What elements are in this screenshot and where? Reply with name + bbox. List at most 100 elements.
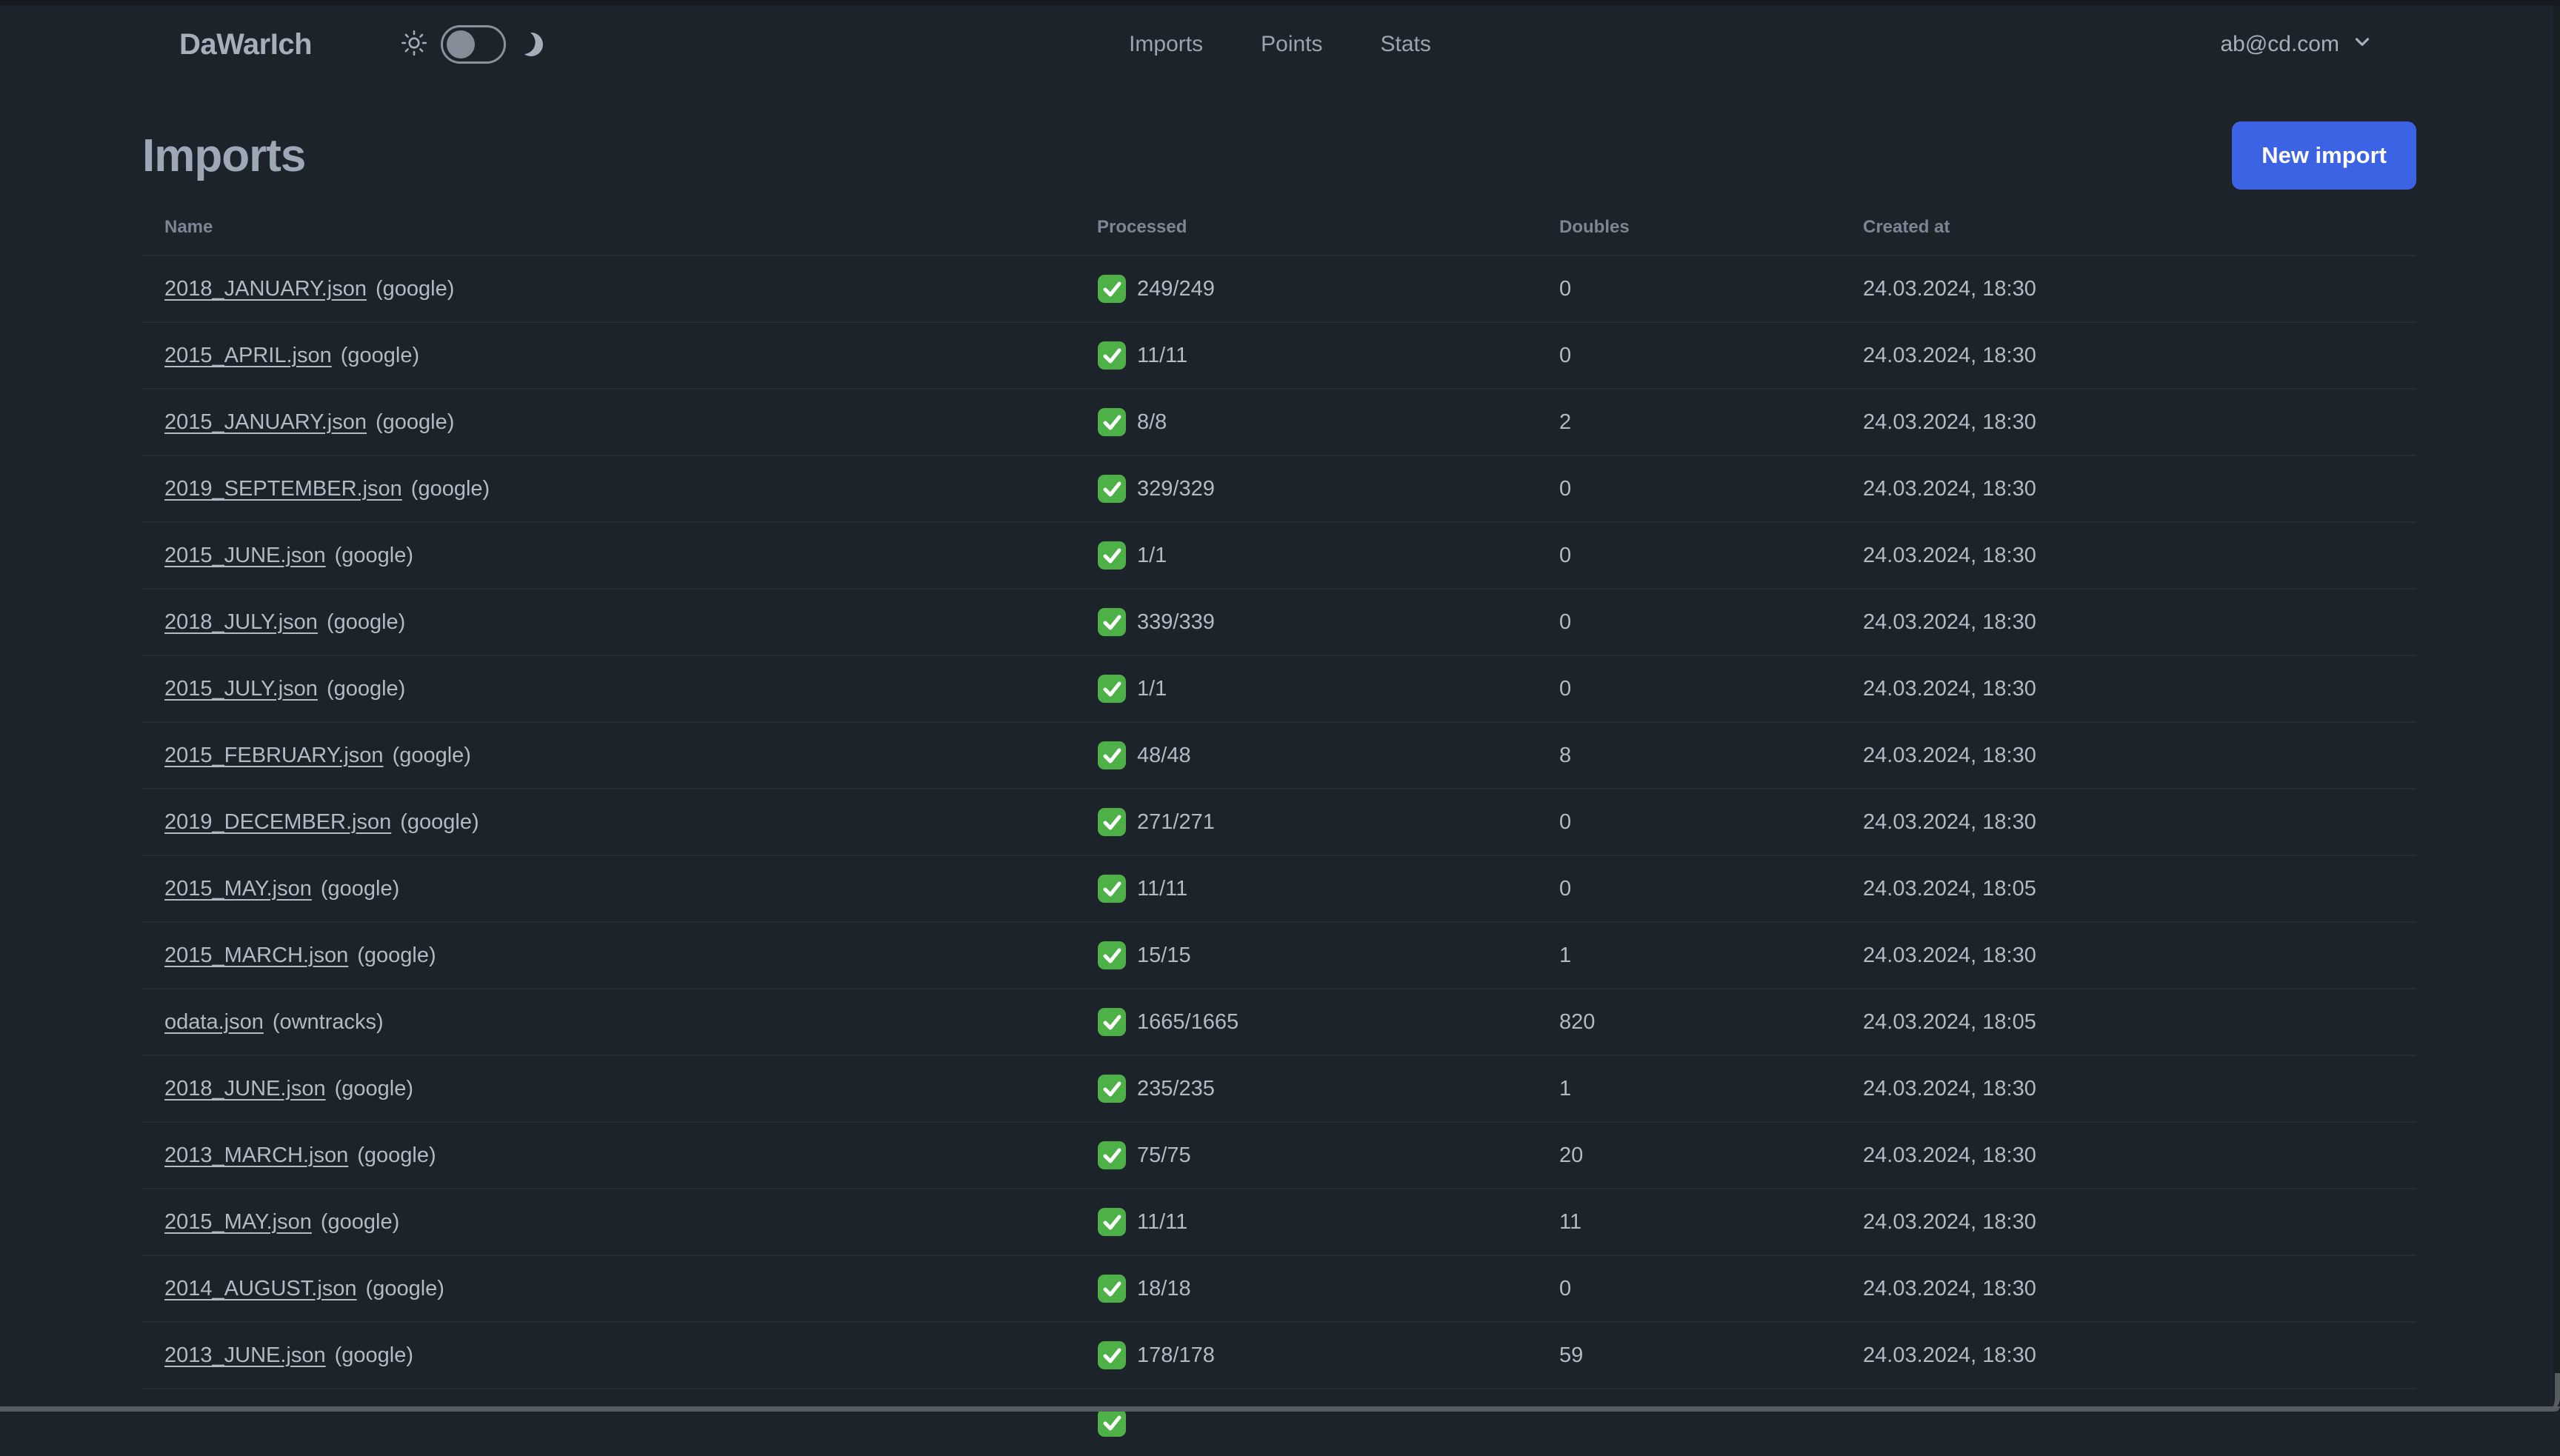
import-file-link[interactable]: 2015_MARCH.json bbox=[164, 943, 349, 967]
success-check-icon bbox=[1098, 275, 1126, 303]
created-at-cell: 24.03.2024, 18:05 bbox=[1863, 876, 2036, 901]
created-at-cell: 24.03.2024, 18:30 bbox=[1863, 1276, 2036, 1300]
import-file-link[interactable]: odata.json bbox=[164, 1009, 264, 1034]
imports-table: Name Processed Doubles Created at 2018_J… bbox=[142, 200, 2416, 1456]
page-header: Imports New import bbox=[142, 121, 2416, 190]
window-bottom-scrollbar[interactable] bbox=[0, 1406, 2560, 1412]
processed-cell: 329/329 bbox=[1097, 474, 1559, 504]
import-file-link[interactable]: 2014_AUGUST.json bbox=[164, 1276, 357, 1300]
import-file-link[interactable]: 2015_APRIL.json bbox=[164, 343, 332, 367]
account-email: ab@cd.com bbox=[2220, 32, 2339, 56]
doubles-cell: 0 bbox=[1559, 543, 1572, 567]
import-source-label: (google) bbox=[410, 476, 490, 501]
processed-cell: 11/11 bbox=[1097, 1207, 1559, 1237]
table-row: 2019_SEPTEMBER.json (google) 329/329 0 2… bbox=[142, 456, 2416, 523]
chevron-down-icon bbox=[2351, 30, 2373, 59]
import-file-link[interactable]: 2019_DECEMBER.json bbox=[164, 809, 392, 834]
table-row: 2015_MAY.json (google) 11/11 11 24.03.20… bbox=[142, 1189, 2416, 1256]
import-file-link[interactable]: 2015_MAY.json bbox=[164, 876, 312, 901]
new-import-button[interactable]: New import bbox=[2232, 121, 2416, 190]
created-at-cell: 24.03.2024, 18:30 bbox=[1863, 343, 2036, 367]
processed-count: 271/271 bbox=[1137, 809, 1215, 834]
name-cell: 2015_JULY.json (google) bbox=[164, 677, 1097, 701]
import-file-link[interactable]: 2015_JANUARY.json bbox=[164, 410, 367, 434]
nav-item-imports[interactable]: Imports bbox=[1129, 32, 1204, 56]
processed-count: 11/11 bbox=[1137, 343, 1188, 367]
created-at-cell: 24.03.2024, 18:30 bbox=[1863, 1343, 2036, 1367]
import-file-link[interactable]: 2013_MARCH.json bbox=[164, 1143, 349, 1167]
processed-count: 235/235 bbox=[1137, 1076, 1215, 1101]
created-at-cell: 24.03.2024, 18:30 bbox=[1863, 943, 2036, 967]
import-file-link[interactable]: 2015_JULY.json bbox=[164, 676, 318, 701]
name-cell: 2018_JULY.json (google) bbox=[164, 610, 1097, 635]
window-top-edge bbox=[0, 0, 2560, 5]
nav-item-stats[interactable]: Stats bbox=[1380, 32, 1431, 56]
imports-page: Imports New import Name Processed Double… bbox=[142, 121, 2416, 1456]
account-menu[interactable]: ab@cd.com bbox=[2220, 30, 2373, 59]
success-check-icon bbox=[1098, 675, 1126, 703]
theme-toggle-knob bbox=[447, 30, 476, 59]
import-source-label: (google) bbox=[334, 543, 414, 567]
table-row: 2015_APRIL.json (google) 11/11 0 24.03.2… bbox=[142, 323, 2416, 390]
import-file-link[interactable]: 2018_JANUARY.json bbox=[164, 276, 367, 301]
table-row: 2015_MAY.json (google) 11/11 0 24.03.202… bbox=[142, 856, 2416, 923]
import-file-link[interactable]: 2018_JULY.json bbox=[164, 610, 318, 634]
processed-cell: 271/271 bbox=[1097, 807, 1559, 837]
success-check-icon bbox=[1098, 1208, 1126, 1236]
processed-cell: 1/1 bbox=[1097, 541, 1559, 570]
processed-count: 1/1 bbox=[1137, 676, 1167, 701]
theme-toggle-switch[interactable] bbox=[441, 25, 507, 64]
success-check-icon bbox=[1098, 475, 1126, 503]
created-at-cell: 24.03.2024, 18:30 bbox=[1863, 809, 2036, 834]
processed-cell: 1/1 bbox=[1097, 674, 1559, 704]
import-source-label: (google) bbox=[326, 676, 406, 701]
processed-count: 18/18 bbox=[1137, 1276, 1191, 1300]
import-source-label: (google) bbox=[376, 276, 455, 301]
import-source-label: (google) bbox=[334, 1343, 414, 1367]
import-source-label: (google) bbox=[320, 876, 400, 901]
import-file-link[interactable]: 2018_JUNE.json bbox=[164, 1076, 326, 1101]
doubles-cell: 1 bbox=[1559, 1076, 1572, 1101]
name-cell: 2019_DECEMBER.json (google) bbox=[164, 810, 1097, 835]
success-check-icon bbox=[1098, 341, 1126, 370]
processed-count: 75/75 bbox=[1137, 1143, 1191, 1167]
sun-icon bbox=[401, 30, 427, 60]
doubles-cell: 0 bbox=[1559, 476, 1572, 501]
created-at-cell: 24.03.2024, 18:30 bbox=[1863, 276, 2036, 301]
table-row: 2013_JUNE.json (google) 178/178 59 24.03… bbox=[142, 1323, 2416, 1389]
created-at-cell: 24.03.2024, 18:30 bbox=[1863, 743, 2036, 767]
table-row: 2013_MARCH.json (google) 75/75 20 24.03.… bbox=[142, 1123, 2416, 1189]
import-source-label: (owntracks) bbox=[272, 1009, 384, 1034]
top-navigation-bar: DaWarIch Imports Points Stats ab@cd.com bbox=[0, 0, 2560, 89]
import-source-label: (google) bbox=[326, 610, 406, 634]
success-check-icon bbox=[1098, 541, 1126, 570]
created-at-cell: 24.03.2024, 18:30 bbox=[1863, 610, 2036, 634]
doubles-cell: 0 bbox=[1559, 1276, 1572, 1300]
processed-count: 1/1 bbox=[1137, 543, 1167, 567]
doubles-cell: 20 bbox=[1559, 1143, 1584, 1167]
page-title: Imports bbox=[142, 130, 306, 181]
import-file-link[interactable]: 2015_MAY.json bbox=[164, 1209, 312, 1234]
import-file-link[interactable]: 2013_JUNE.json bbox=[164, 1343, 326, 1367]
moon-icon bbox=[516, 30, 546, 59]
table-row: 2018_JUNE.json (google) 235/235 1 24.03.… bbox=[142, 1056, 2416, 1123]
import-file-link[interactable]: 2015_FEBRUARY.json bbox=[164, 743, 384, 767]
success-check-icon bbox=[1098, 608, 1126, 636]
processed-count: 329/329 bbox=[1137, 476, 1215, 501]
success-check-icon bbox=[1098, 808, 1126, 836]
column-header-processed: Processed bbox=[1097, 217, 1187, 237]
doubles-cell: 59 bbox=[1559, 1343, 1584, 1367]
table-row: 2015_JUNE.json (google) 1/1 0 24.03.2024… bbox=[142, 523, 2416, 590]
created-at-cell: 24.03.2024, 18:30 bbox=[1863, 1076, 2036, 1101]
processed-cell: 235/235 bbox=[1097, 1074, 1559, 1103]
doubles-cell: 0 bbox=[1559, 343, 1572, 367]
nav-item-points[interactable]: Points bbox=[1261, 32, 1323, 56]
doubles-cell: 0 bbox=[1559, 276, 1572, 301]
import-file-link[interactable]: 2019_SEPTEMBER.json bbox=[164, 476, 402, 501]
processed-count: 178/178 bbox=[1137, 1343, 1215, 1367]
name-cell: 2015_MARCH.json (google) bbox=[164, 944, 1097, 968]
import-file-link[interactable]: 2015_JUNE.json bbox=[164, 543, 326, 567]
success-check-icon bbox=[1098, 1341, 1126, 1369]
processed-count: 339/339 bbox=[1137, 610, 1215, 634]
created-at-cell: 24.03.2024, 18:30 bbox=[1863, 676, 2036, 701]
